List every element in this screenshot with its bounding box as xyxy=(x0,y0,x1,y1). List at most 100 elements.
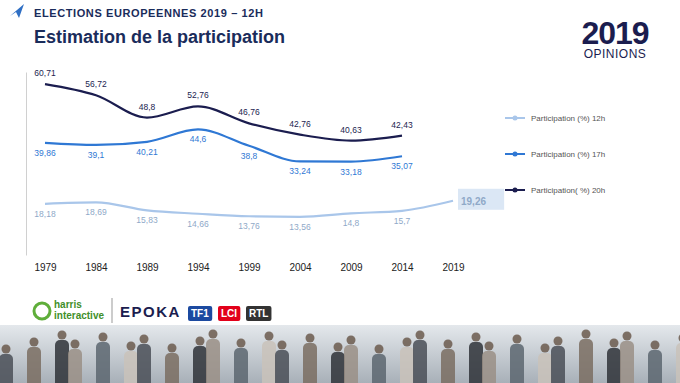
photo-figure xyxy=(551,346,565,383)
photo-figure xyxy=(262,341,276,383)
photo-figure xyxy=(275,350,289,383)
legend-label: Participation (%) 17h xyxy=(531,150,605,159)
data-label: 46,76 xyxy=(238,107,260,117)
photo-figure xyxy=(648,350,662,383)
photo-figure-head xyxy=(444,340,453,349)
brand-logo: EPOKA xyxy=(120,303,181,320)
photo-figure-head xyxy=(30,338,39,347)
photo-figure-head xyxy=(306,334,315,343)
logo-separator xyxy=(112,298,113,323)
series-line xyxy=(45,201,453,217)
y-axis xyxy=(26,73,27,256)
x-axis: 197919841989199419992004200920142019 xyxy=(34,262,465,273)
data-label: 14,66 xyxy=(187,219,209,229)
photo-figure-head xyxy=(2,345,11,354)
harris-icon xyxy=(34,303,50,319)
data-label: 18,69 xyxy=(85,207,107,217)
photo-figure xyxy=(124,351,138,383)
x-tick-label: 1989 xyxy=(136,262,159,273)
legend-item: Participation (%) 17h xyxy=(505,150,605,159)
x-tick-label: 2004 xyxy=(289,262,312,273)
photo-figure-head xyxy=(209,330,218,339)
photo-figure xyxy=(510,344,524,383)
highlight-label: 19,26 xyxy=(458,189,504,210)
series-line xyxy=(45,84,402,141)
photo-figure xyxy=(55,340,69,383)
x-tick-label: 2014 xyxy=(391,262,414,273)
photo-figure xyxy=(96,342,110,383)
photo-figure-head xyxy=(403,338,412,347)
data-label: 18,18 xyxy=(34,209,56,219)
photo-figure xyxy=(68,349,82,383)
chart-container: ELECTIONS EUROPEENNES 2019 – 12H Estimati… xyxy=(0,0,680,383)
photo-figure-head xyxy=(679,334,680,343)
photo-figure-head xyxy=(554,337,563,346)
header-icon xyxy=(10,4,24,18)
chart-svg: ELECTIONS EUROPEENNES 2019 – 12H Estimati… xyxy=(0,0,680,383)
photo-figure xyxy=(206,339,220,383)
data-label: 14,8 xyxy=(343,218,360,228)
x-tick-label: 2019 xyxy=(442,262,465,273)
legend: Participation (%) 12h Participation (%) 1… xyxy=(505,114,605,195)
plot-area xyxy=(45,84,453,217)
subtitle: ELECTIONS EUROPEENNES 2019 – 12H xyxy=(34,7,264,19)
data-label: 13,76 xyxy=(238,221,260,231)
photo-figure-head xyxy=(485,342,494,351)
data-label: 48,8 xyxy=(139,102,156,112)
data-label: 39,86 xyxy=(34,148,56,158)
photo-figure xyxy=(620,341,634,383)
photo-figure-head xyxy=(71,340,80,349)
harris-text: interactive xyxy=(54,310,104,321)
photo-figure xyxy=(607,348,621,383)
data-label: 60,71 xyxy=(34,68,56,78)
label-highlight xyxy=(458,189,504,210)
x-tick-label: 1984 xyxy=(85,262,108,273)
data-label: 38,8 xyxy=(241,151,258,161)
photo-figure xyxy=(441,349,455,383)
photo-figure-head xyxy=(472,333,481,342)
x-tick: 2009 xyxy=(340,262,363,273)
brand-logo-bg xyxy=(218,306,240,321)
title: Estimation de la participation xyxy=(34,27,285,47)
brand-logo-bg xyxy=(188,306,212,321)
photo-figure-head xyxy=(140,335,149,344)
photo-figure-head xyxy=(582,330,591,339)
photo-figure-head xyxy=(375,345,384,354)
x-tick: 1994 xyxy=(187,262,210,273)
photo-figure-head xyxy=(347,336,356,345)
legend-label: Participation( %) 20h xyxy=(531,186,605,195)
data-label: 33,18 xyxy=(340,167,362,177)
data-label: 42,76 xyxy=(289,119,311,129)
photo-figure xyxy=(676,343,680,383)
photo-figure-head xyxy=(334,343,343,352)
legend-swatch-dot xyxy=(513,116,518,121)
photo-figure-head xyxy=(99,333,108,342)
brand-logo-bg xyxy=(246,306,271,321)
photo-figure xyxy=(165,353,179,383)
data-label: 40,63 xyxy=(340,125,362,135)
photo-figure xyxy=(372,354,386,383)
data-label: 33,24 xyxy=(289,166,311,176)
data-label: 44,6 xyxy=(190,134,207,144)
legend-item: Participation (%) 12h xyxy=(505,114,605,123)
photo-figure xyxy=(234,348,248,383)
photo-figure xyxy=(0,354,13,383)
photo-figure-head xyxy=(610,339,619,348)
data-label: 15,7 xyxy=(394,216,411,226)
harris-text: harris xyxy=(54,299,82,310)
photo-figure-head xyxy=(651,341,660,350)
data-label: 39,1 xyxy=(88,150,105,160)
photo-figure-head xyxy=(127,342,136,351)
data-label: 42,43 xyxy=(391,120,413,130)
photo-figure-head xyxy=(237,339,246,348)
photo-figure-head xyxy=(513,335,522,344)
legend-swatch-dot xyxy=(513,152,518,157)
photo-figure xyxy=(469,342,483,383)
x-tick-label: 1979 xyxy=(34,262,57,273)
legend-swatch-dot xyxy=(513,188,518,193)
x-tick: 2014 xyxy=(391,262,414,273)
legend-label: Participation (%) 12h xyxy=(531,114,605,123)
x-tick: 1989 xyxy=(136,262,159,273)
data-label: 40,21 xyxy=(136,147,158,157)
photo-figure-head xyxy=(168,344,177,353)
